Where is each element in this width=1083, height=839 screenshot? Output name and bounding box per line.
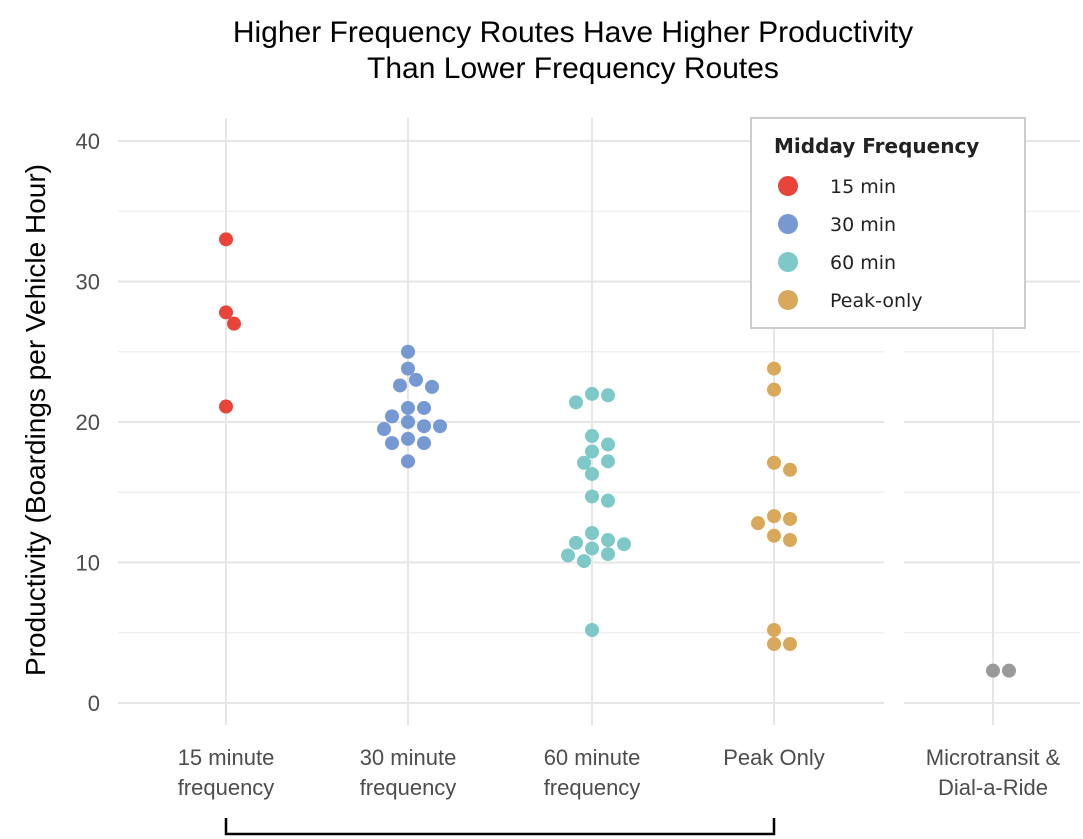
data-point — [577, 455, 591, 470]
data-point — [585, 429, 599, 444]
data-point — [767, 509, 781, 524]
category-bracket — [224, 818, 776, 836]
data-point — [601, 533, 615, 548]
legend-swatch — [778, 176, 798, 196]
data-point — [783, 533, 797, 548]
data-point — [433, 419, 447, 434]
x-tick-label-line: frequency — [360, 775, 457, 800]
data-point — [767, 361, 781, 376]
x-tick-label: 30 minute frequency — [360, 745, 457, 800]
x-tick-label-line: 60 minute — [544, 745, 641, 770]
data-point — [617, 537, 631, 552]
data-point — [401, 415, 415, 429]
data-point — [601, 547, 615, 562]
x-tick-label-line: Microtransit & — [926, 745, 1061, 770]
legend-label: 60 min — [830, 252, 896, 274]
data-point — [409, 372, 423, 387]
data-point — [585, 622, 599, 637]
data-point — [601, 437, 615, 452]
x-tick-label: Peak Only — [723, 745, 825, 770]
legend-label: Peak-only — [830, 290, 923, 312]
data-point — [401, 431, 415, 446]
y-tick-label: 30 — [76, 270, 100, 295]
data-point — [219, 232, 233, 247]
data-point — [585, 466, 599, 481]
chart-title-line: Higher Frequency Routes Have Higher Prod… — [233, 16, 913, 49]
y-tick-label: 40 — [76, 129, 100, 154]
data-point — [783, 462, 797, 477]
legend-swatch — [778, 290, 798, 310]
x-tick-label: Microtransit & Dial-a-Ride — [926, 745, 1061, 800]
data-point — [585, 386, 599, 401]
data-point — [417, 419, 431, 434]
x-tick-label-line: frequency — [544, 775, 641, 800]
data-point — [1002, 663, 1016, 678]
chart-title-line: Than Lower Frequency Routes — [367, 52, 779, 85]
legend-swatch — [778, 214, 798, 234]
y-axis-ticks: 0 10 20 30 40 — [76, 129, 100, 716]
y-tick-label: 10 — [76, 551, 100, 576]
x-tick-label-line: Peak Only — [723, 745, 825, 770]
data-points — [219, 232, 1016, 678]
data-point — [401, 454, 415, 469]
data-point — [401, 400, 415, 415]
y-axis-label: Productivity (Boardings per Vehicle Hour… — [20, 164, 51, 676]
data-point — [219, 305, 233, 320]
data-point — [601, 454, 615, 469]
data-point — [986, 663, 1000, 678]
chart-title: Higher Frequency Routes Have Higher Prod… — [233, 16, 913, 85]
legend-label: 15 min — [830, 176, 896, 198]
data-point — [767, 455, 781, 470]
data-point — [783, 511, 797, 526]
bracket-line — [224, 818, 776, 836]
legend-title: Midday Frequency — [774, 134, 979, 158]
legend: Midday Frequency 15 min 30 min 60 min Peak-o… — [750, 117, 1026, 329]
data-point — [585, 541, 599, 556]
y-tick-label: 20 — [76, 410, 100, 435]
data-point — [577, 554, 591, 569]
data-point — [767, 528, 781, 543]
data-point — [783, 636, 797, 651]
data-point — [393, 378, 407, 393]
data-point — [561, 548, 575, 563]
legend-swatch — [778, 252, 798, 272]
data-point — [767, 382, 781, 397]
x-tick-label-line: Dial-a-Ride — [938, 775, 1048, 800]
data-point — [585, 444, 599, 459]
data-point — [585, 525, 599, 540]
data-point — [767, 636, 781, 651]
data-point — [767, 622, 781, 637]
data-point — [585, 489, 599, 504]
data-point — [227, 316, 241, 331]
x-tick-label: 15 minute frequency — [178, 745, 275, 800]
data-point — [569, 535, 583, 550]
x-tick-label-line: 15 minute — [178, 745, 275, 770]
x-tick-label: 60 minute frequency — [544, 745, 641, 800]
data-point — [385, 436, 399, 451]
data-point — [601, 388, 615, 403]
data-point — [401, 361, 415, 376]
data-point — [569, 395, 583, 410]
x-tick-label-line: 30 minute — [360, 745, 457, 770]
data-point — [401, 344, 415, 359]
data-point — [417, 400, 431, 415]
y-axis-title: Productivity (Boardings per Vehicle Hour… — [20, 164, 51, 676]
data-point — [751, 516, 765, 531]
data-point — [425, 379, 439, 394]
x-tick-label-line: frequency — [178, 775, 275, 800]
data-point — [417, 436, 431, 451]
legend-label: 30 min — [830, 214, 896, 236]
data-point — [385, 409, 399, 424]
y-tick-label: 0 — [88, 691, 100, 716]
data-point — [601, 493, 615, 508]
data-point — [219, 399, 233, 414]
data-point — [377, 422, 391, 437]
